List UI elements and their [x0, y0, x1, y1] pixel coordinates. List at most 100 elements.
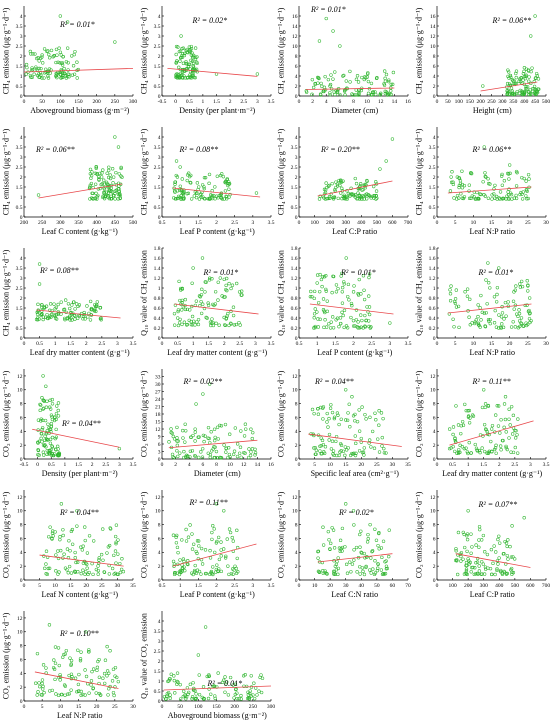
data-point: [380, 555, 384, 560]
data-point: [496, 196, 501, 200]
data-point: [52, 658, 56, 662]
data-point: [505, 81, 509, 86]
data-point: [519, 75, 523, 80]
regression-line: [172, 543, 257, 567]
data-point: [171, 434, 175, 439]
data-point: [334, 562, 339, 567]
data-point: [503, 395, 507, 399]
data-point: [174, 449, 179, 453]
data-point: [179, 538, 183, 542]
data-point: [367, 275, 371, 280]
y-tick-label: 6: [157, 442, 160, 448]
data-point: [526, 172, 530, 177]
x-tick-label: 300: [498, 99, 507, 105]
data-point: [112, 175, 116, 179]
data-point: [202, 175, 206, 180]
data-point: [364, 417, 368, 421]
y-tick-label: 2.5: [428, 165, 435, 171]
data-point: [184, 695, 188, 699]
r-squared-annotation: R² = 0.04**: [60, 508, 99, 517]
data-point: [505, 300, 510, 304]
data-point: [229, 322, 233, 326]
data-point: [168, 696, 172, 700]
y-tick-label: 0: [295, 336, 298, 342]
data-point: [75, 690, 79, 694]
data-point: [494, 568, 499, 573]
data-point: [193, 692, 198, 696]
data-point: [57, 675, 61, 680]
y-tick-label: 0: [295, 94, 298, 100]
x-tick-label: 2: [91, 462, 94, 468]
data-point: [492, 183, 497, 188]
y-axis-label-wrap: CO₂ emission (μg·g⁻¹·d⁻¹): [275, 369, 287, 459]
data-point: [332, 571, 336, 575]
data-point: [108, 173, 112, 177]
x-tick-label: 20: [359, 462, 365, 468]
x-tick-label: 1.5: [213, 99, 220, 105]
x-tick-label: 2: [174, 462, 177, 468]
data-point: [87, 691, 91, 695]
data-point: [373, 559, 377, 563]
y-tick-label: 1.5: [16, 185, 23, 191]
data-point: [533, 76, 537, 81]
data-point: [495, 562, 500, 566]
data-point: [477, 450, 482, 455]
data-point: [40, 693, 44, 697]
data-point: [177, 59, 182, 63]
data-point: [97, 691, 102, 696]
data-point: [83, 538, 87, 543]
data-point: [40, 53, 44, 57]
y-tick-label: 1.4: [291, 266, 298, 272]
data-point: [108, 649, 112, 653]
data-point: [41, 315, 46, 319]
data-point: [79, 693, 83, 698]
y-tick-label: 0.5: [153, 689, 160, 695]
data-point: [374, 180, 378, 184]
data-point: [54, 427, 58, 432]
data-point: [485, 429, 489, 434]
data-point: [181, 190, 186, 194]
data-point: [212, 456, 216, 460]
data-point: [49, 48, 54, 53]
data-point: [39, 419, 43, 423]
data-point: [489, 427, 493, 431]
scatter-panel-21: 0 5 10 15 20 25 30 0 2 4 6 8 10 12 CO₂ emission (μg·g⁻…: [0, 605, 138, 726]
x-tick-label: 10: [364, 99, 370, 105]
data-point: [83, 317, 87, 321]
x-tick-label: 300: [479, 583, 488, 589]
r-squared-annotation: R² = 0.01*: [207, 679, 243, 688]
data-point: [454, 288, 458, 292]
data-point: [70, 318, 74, 322]
data-point: [166, 690, 170, 695]
x-tick-label: 6: [201, 462, 204, 468]
data-point: [54, 553, 58, 557]
data-point: [231, 313, 235, 318]
data-point: [242, 434, 246, 438]
data-point: [118, 570, 123, 575]
data-point: [191, 65, 195, 69]
x-tick-label: 2: [311, 99, 314, 105]
data-point: [385, 91, 390, 95]
x-tick-label: 250: [38, 220, 47, 226]
data-point: [461, 423, 465, 427]
data-point: [61, 71, 65, 76]
data-point: [225, 455, 230, 460]
data-point: [469, 321, 474, 325]
data-point: [48, 302, 53, 306]
data-point: [198, 450, 202, 454]
data-point: [184, 539, 188, 543]
y-tick-label: 0: [157, 457, 160, 463]
y-tick-label: 2: [432, 84, 435, 90]
data-point: [197, 692, 201, 697]
data-point: [462, 183, 466, 188]
data-point: [89, 196, 94, 200]
data-point: [45, 49, 49, 53]
x-tick-label: 1.5: [75, 462, 82, 468]
scatter-panel-20: 0 100 200 300 400 500 600 700 0 2 4 6 8 10 12 CO₂ emiss…: [413, 484, 550, 605]
data-point: [317, 76, 321, 81]
x-tick-label: 0: [298, 583, 301, 589]
data-point: [383, 76, 387, 81]
x-tick-label: 0: [160, 341, 163, 347]
data-point: [476, 545, 481, 549]
